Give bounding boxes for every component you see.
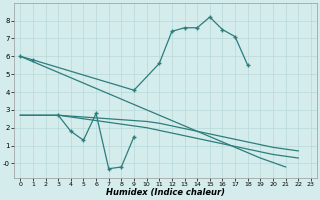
X-axis label: Humidex (Indice chaleur): Humidex (Indice chaleur) — [106, 188, 225, 197]
